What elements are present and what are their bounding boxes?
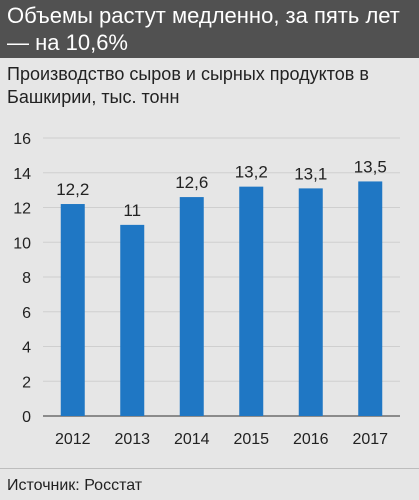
bar bbox=[298, 188, 323, 416]
source-note: Источник: Росстат bbox=[7, 477, 143, 494]
bar bbox=[120, 224, 145, 416]
y-tick-label: 14 bbox=[13, 166, 31, 183]
y-tick-label: 4 bbox=[22, 340, 31, 357]
bar bbox=[60, 204, 85, 416]
bar-chart: 0 2 4 6 8 10 12 14 16 12,2 2012 11 2013 12,6 2014 13,2 2… bbox=[13, 131, 400, 448]
bar bbox=[179, 197, 204, 416]
y-tick-label: 0 bbox=[22, 409, 31, 426]
y-tick-label: 2 bbox=[22, 374, 31, 391]
footer-divider bbox=[0, 468, 419, 469]
y-tick-label: 10 bbox=[13, 235, 31, 252]
y-tick-label: 8 bbox=[22, 270, 31, 287]
y-tick-label: 12 bbox=[13, 201, 31, 218]
data-label: 12,6 bbox=[175, 173, 208, 192]
y-tick-label: 6 bbox=[22, 305, 31, 322]
y-tick-label: 16 bbox=[13, 131, 31, 148]
header-bar: Объемы растут медленно, за пять лет — на… bbox=[0, 0, 419, 58]
data-label: 12,2 bbox=[56, 180, 89, 199]
bar bbox=[239, 186, 264, 416]
data-label: 11 bbox=[123, 201, 141, 220]
data-label: 13,2 bbox=[235, 163, 268, 182]
x-tick-label: 2017 bbox=[352, 431, 388, 448]
x-tick-label: 2014 bbox=[174, 431, 210, 448]
bar bbox=[358, 181, 383, 416]
data-label: 13,1 bbox=[294, 164, 327, 183]
x-tick-label: 2015 bbox=[233, 431, 269, 448]
x-tick-label: 2016 bbox=[293, 431, 329, 448]
data-label: 13,5 bbox=[354, 157, 387, 176]
chart-subtitle: Производство сыров и сырных продуктов в … bbox=[7, 64, 369, 107]
x-tick-label: 2012 bbox=[55, 431, 91, 448]
x-tick-label: 2013 bbox=[114, 431, 150, 448]
chart-title: Объемы растут медленно, за пять лет — на… bbox=[7, 3, 400, 55]
